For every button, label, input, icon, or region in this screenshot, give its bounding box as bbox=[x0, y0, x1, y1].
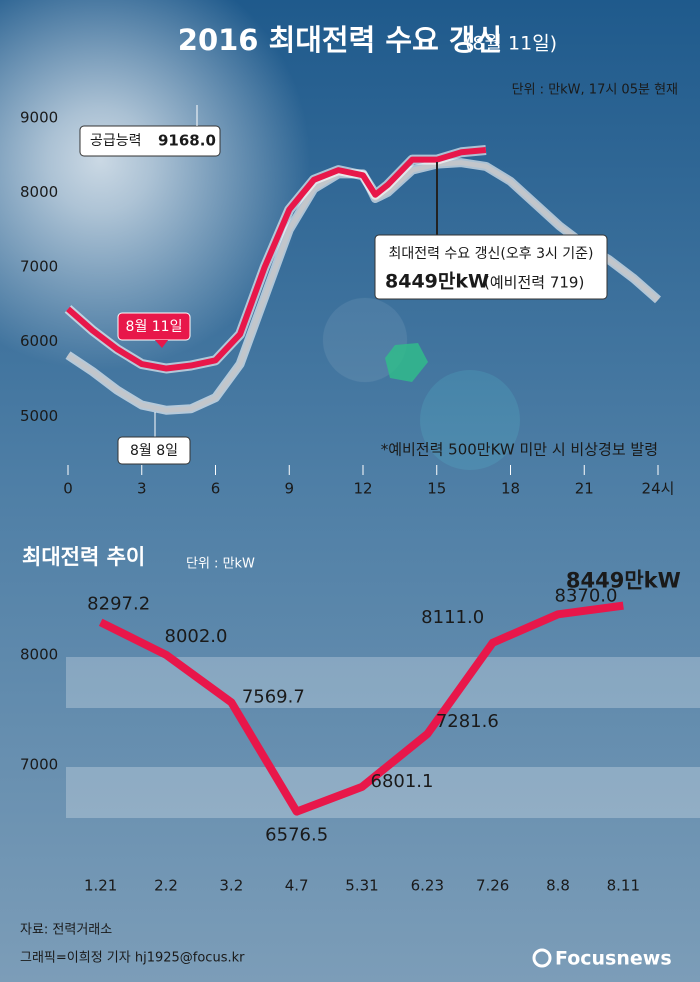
x-tick-label: 18 bbox=[501, 480, 520, 498]
x-tick-label: 6 bbox=[211, 480, 221, 498]
value-label: 8370.0 bbox=[555, 585, 618, 606]
value-label: 6801.1 bbox=[371, 771, 434, 792]
title: 2016 최대전력 수요 갱신 bbox=[178, 23, 502, 57]
series-line bbox=[66, 147, 487, 372]
subtitle: (8월 11일) bbox=[465, 33, 557, 55]
supply-value: 9168.0 bbox=[158, 132, 216, 150]
y-tick-label: 8000 bbox=[20, 646, 58, 664]
legend-label: 8월 11일 bbox=[126, 319, 183, 335]
logo-mark bbox=[532, 948, 552, 968]
supply-label: 공급능력 bbox=[90, 133, 142, 149]
chart-2-title: 최대전력 추이 bbox=[22, 545, 145, 569]
value-label: 7569.7 bbox=[242, 686, 305, 707]
x-tick-label: 0 bbox=[63, 480, 73, 498]
peak-box bbox=[374, 234, 608, 300]
x-tick-label: 8.11 bbox=[607, 877, 640, 895]
unit-note: 단위 : 만kW bbox=[186, 557, 255, 572]
x-tick-label: 12 bbox=[353, 480, 372, 498]
value-label: 8297.2 bbox=[87, 593, 150, 614]
grid-band bbox=[66, 767, 700, 818]
value-label: 7281.6 bbox=[436, 711, 499, 732]
value-label: 6576.5 bbox=[265, 825, 328, 846]
x-tick-label: 8.8 bbox=[546, 877, 570, 895]
credit: 그래픽=이희정 기자 hj1925@focus.kr bbox=[20, 951, 245, 966]
chart-1: 5000 6000 7000 8000 9000 0 3 6 9 12 15 18 21 24시 8월 11… bbox=[20, 108, 674, 497]
y-tick-label: 9000 bbox=[20, 108, 58, 126]
legend-label: 8월 8일 bbox=[130, 443, 178, 459]
peak-title: 최대전력 수요 갱신(오후 3시 기준) bbox=[388, 246, 593, 262]
value-label: 8449만kW bbox=[566, 569, 681, 593]
peak-value: 8449만kW bbox=[385, 271, 489, 293]
unit-note: 단위 : 만kW, 17시 05분 현재 bbox=[512, 83, 678, 98]
chart-2: 7000 8000 1.21 8297.2 2.2 8002.0 3.2 7569.7 4.7 6… bbox=[20, 569, 700, 895]
x-tick-label: 1.21 bbox=[84, 877, 117, 895]
legend-box bbox=[117, 312, 191, 341]
y-tick-label: 5000 bbox=[20, 407, 58, 425]
y-tick-label: 8000 bbox=[20, 183, 58, 201]
x-tick-label: 21 bbox=[575, 480, 594, 498]
grid-band bbox=[66, 657, 700, 708]
x-tick-label: 15 bbox=[427, 480, 446, 498]
value-label: 8002.0 bbox=[165, 626, 228, 647]
legend-box bbox=[117, 436, 191, 465]
source: 자료: 전력거래소 bbox=[20, 923, 112, 938]
peak-reserve: (예비전력 719) bbox=[484, 274, 584, 292]
value-label: 8111.0 bbox=[421, 607, 484, 628]
y-tick-label: 6000 bbox=[20, 332, 58, 350]
sun-glare bbox=[0, 0, 310, 370]
note: *예비전력 500만KW 미만 시 비상경보 발령 bbox=[381, 441, 658, 459]
bokeh bbox=[385, 343, 428, 382]
x-tick-label: 5.31 bbox=[345, 877, 378, 895]
supply-box bbox=[79, 125, 221, 157]
x-tick-label: 7.26 bbox=[476, 877, 509, 895]
x-tick-label: 24시 bbox=[642, 480, 675, 498]
y-tick-label: 7000 bbox=[20, 258, 58, 276]
logo: Focusnews bbox=[555, 948, 672, 970]
x-tick-label: 3.2 bbox=[219, 877, 243, 895]
y-tick-label: 7000 bbox=[20, 756, 58, 774]
x-tick-label: 6.23 bbox=[411, 877, 444, 895]
bokeh bbox=[420, 370, 520, 470]
legend-pointer bbox=[155, 340, 168, 348]
x-tick-label: 9 bbox=[284, 480, 294, 498]
x-tick-label: 4.7 bbox=[285, 877, 309, 895]
series-line bbox=[98, 601, 624, 816]
x-tick-label: 3 bbox=[137, 480, 147, 498]
x-tick-label: 2.2 bbox=[154, 877, 178, 895]
